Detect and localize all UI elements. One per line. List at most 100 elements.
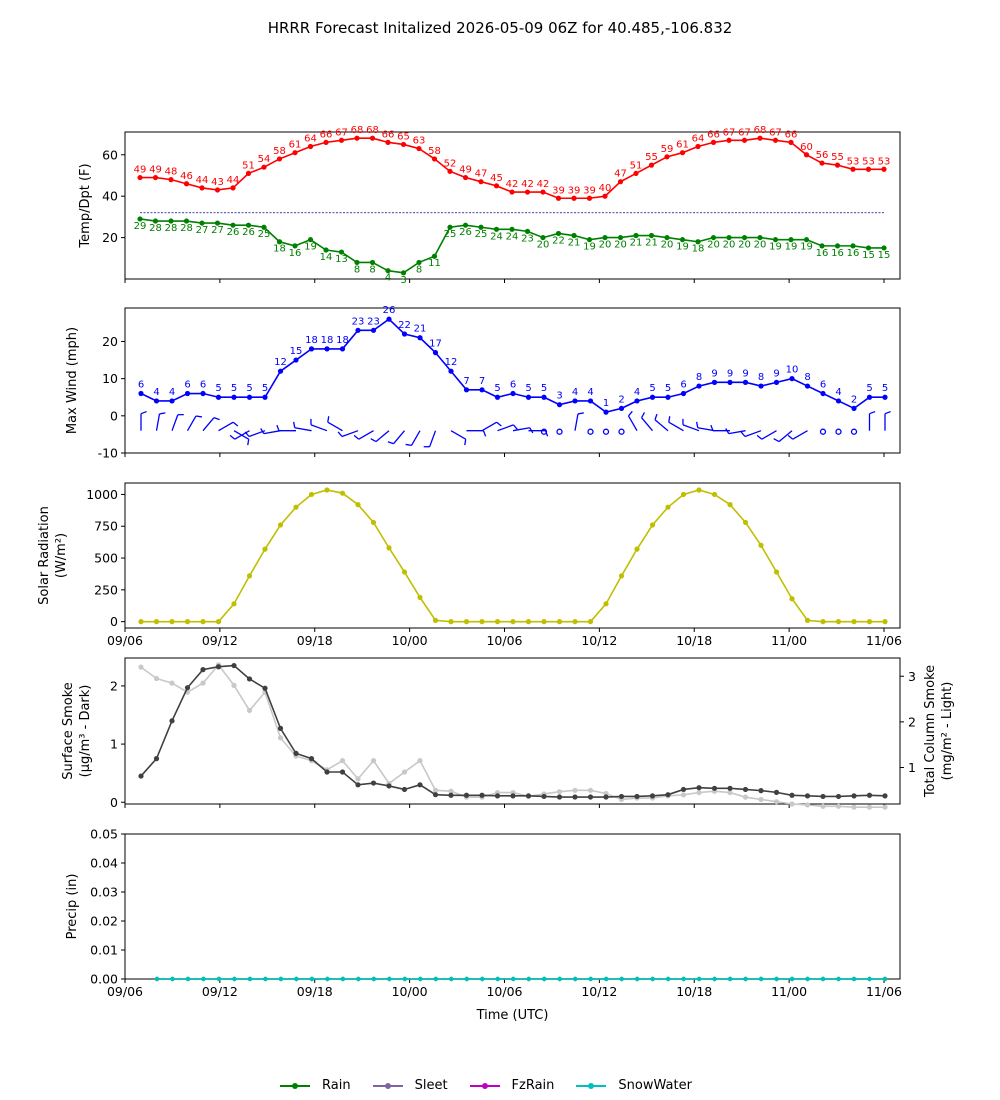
data-point [355, 502, 361, 508]
data-point [650, 976, 655, 982]
data-label: 42 [537, 179, 550, 190]
data-point [169, 398, 175, 404]
data-label: 1 [603, 398, 609, 409]
data-point [850, 243, 856, 249]
data-point [386, 316, 392, 322]
data-point [696, 383, 702, 389]
y-tick-label: 0 [110, 795, 118, 810]
data-label: 11 [428, 258, 441, 269]
data-point [804, 793, 811, 799]
data-label: 8 [758, 372, 764, 383]
wind-barb [171, 414, 179, 431]
data-point [882, 976, 888, 982]
data-label: 9 [711, 368, 717, 379]
data-point [603, 601, 609, 607]
data-point [773, 379, 780, 385]
y-tick-label: -10 [98, 446, 118, 461]
wind-barb-flag [773, 438, 780, 443]
wind-barb-flag [140, 410, 147, 415]
wind-barb-flag [195, 415, 203, 418]
data-point [541, 619, 547, 625]
data-point [696, 789, 702, 796]
data-point [789, 976, 795, 982]
data-point [355, 776, 361, 782]
legend-label-rain: Rain [322, 1078, 351, 1093]
data-point [866, 394, 873, 400]
data-point [633, 170, 639, 177]
wind-barb [627, 415, 638, 432]
data-label: 43 [211, 177, 224, 188]
wind-barb-flag [884, 410, 891, 415]
data-label: 16 [831, 248, 844, 259]
wind-barb [234, 430, 250, 440]
y2-tick-label: 1 [908, 760, 916, 775]
data-point [634, 398, 640, 404]
data-label: 21 [414, 324, 427, 335]
wind-barb-calm [819, 428, 827, 435]
data-point [169, 619, 175, 625]
data-point [556, 402, 563, 408]
data-point [231, 662, 237, 669]
data-point [262, 685, 268, 691]
data-label: 4 [385, 273, 391, 284]
data-label: 6 [138, 380, 144, 391]
data-point [741, 234, 748, 241]
data-point [881, 166, 887, 172]
data-label: 40 [599, 183, 612, 194]
data-point [742, 519, 749, 526]
data-point [199, 220, 205, 226]
data-point [882, 619, 888, 625]
data-point [727, 976, 733, 982]
data-label: 20 [707, 240, 720, 251]
data-point [138, 664, 144, 670]
y-tick-label: 750 [94, 519, 118, 534]
data-label: 29 [134, 221, 147, 232]
wind-barb-flag [213, 417, 220, 421]
data-point [834, 243, 841, 249]
data-point [571, 195, 577, 201]
data-label: 8 [354, 264, 360, 275]
data-point [169, 718, 175, 724]
data-point [742, 786, 749, 793]
data-point [431, 253, 438, 259]
data-point [417, 782, 423, 788]
y-tick-label: 500 [94, 551, 118, 566]
data-point [803, 152, 810, 158]
data-label: 66 [382, 129, 395, 140]
y2-tick-label: 2 [908, 714, 916, 729]
data-label: 58 [273, 146, 286, 157]
wind-barb-flag [292, 421, 296, 428]
data-label: 9 [727, 368, 733, 379]
data-point [370, 758, 377, 764]
data-point [370, 780, 377, 786]
data-point [804, 617, 811, 623]
data-point [835, 793, 842, 800]
data-point [308, 756, 315, 762]
data-point [402, 976, 408, 982]
data-label: 66 [320, 129, 333, 140]
data-label: 27 [211, 225, 224, 236]
data-point [727, 789, 733, 796]
data-point [587, 619, 594, 625]
data-label: 24 [490, 231, 503, 242]
data-point [340, 976, 346, 982]
data-label: 53 [878, 156, 891, 167]
data-point [695, 239, 701, 245]
data-point [464, 976, 469, 982]
data-label: 12 [445, 357, 458, 368]
data-label: 27 [196, 225, 209, 236]
y-axis-label: Surface Smoke (μg/m³ - Dark) [61, 682, 93, 780]
data-point [510, 390, 516, 397]
wind-barb-flag [482, 430, 487, 437]
data-point [555, 195, 562, 201]
data-point [324, 769, 330, 775]
data-label: 16 [816, 248, 829, 259]
data-point [867, 976, 872, 982]
wind-barb-calm [540, 428, 548, 435]
data-point [865, 166, 872, 172]
data-point [308, 491, 315, 498]
data-point [773, 789, 780, 795]
data-point [603, 976, 609, 982]
data-label: 48 [165, 167, 178, 178]
